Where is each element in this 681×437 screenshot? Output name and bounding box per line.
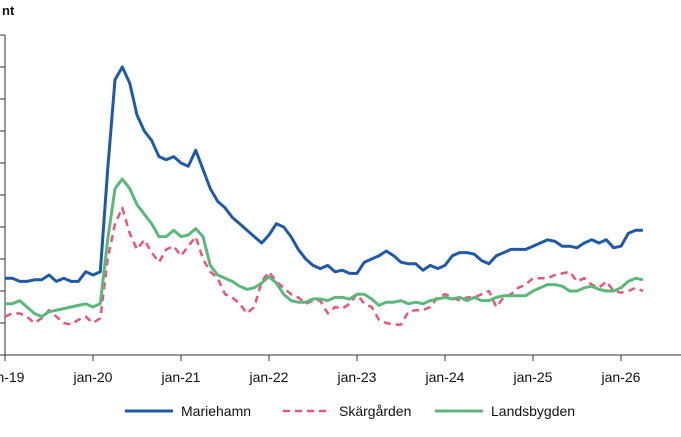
legend-label: Skärgården [339,403,411,419]
series-layer [4,65,644,326]
y-axis [0,34,6,356]
legend: Mariehamn Skärgården Landsbygden [125,403,575,419]
x-tick-label: jan-22 [249,369,289,385]
x-tick-label: jan-24 [425,369,465,385]
x-tick-label: jan-21 [161,369,201,385]
x-tick-labels: jan-19 jan-20 jan-21 jan-22 jan-23 jan-24 jan-… [0,369,641,385]
x-axis [0,354,681,361]
legend-label: Landsbygden [491,403,575,419]
series-line-mariehamn [5,65,643,283]
x-tick-label: jan-20 [73,369,113,385]
legend-label: Mariehamn [181,403,251,419]
series-line-skrgrden [4,206,644,326]
x-tick-label: jan-25 [513,369,553,385]
x-tick-label: jan-26 [601,369,641,385]
series-line-landsbygden [5,177,644,319]
x-tick-label: jan-23 [337,369,377,385]
x-tick-label: jan-19 [0,369,25,385]
y-axis-unit-label: nt [2,3,15,18]
